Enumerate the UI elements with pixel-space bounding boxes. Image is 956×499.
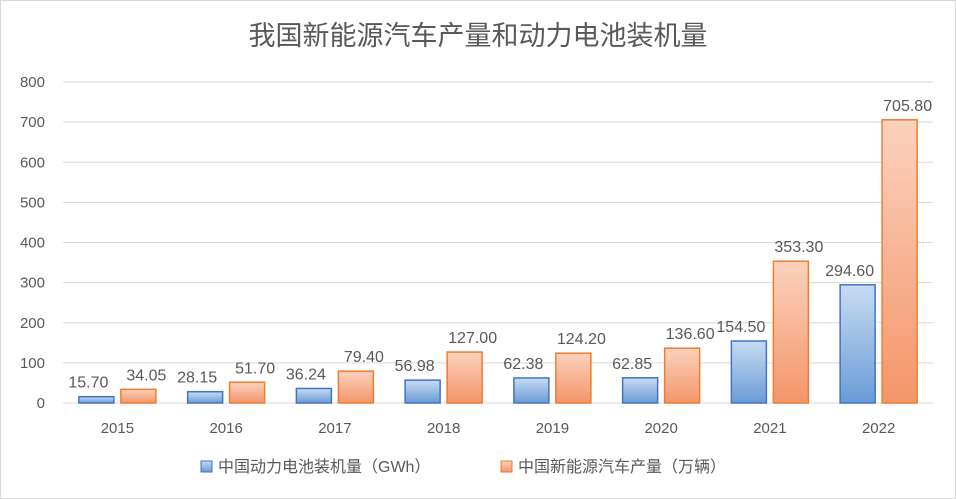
bar-2016-series-2 (228, 381, 266, 404)
legend-label-series-2: 中国新能源汽车产量（万辆） (518, 458, 726, 476)
data-label: 51.70 (235, 360, 275, 377)
bar-2015-series-1 (78, 395, 115, 404)
x-axis-tick-labels: 2015 2016 2017 2018 2019 2020 2021 2022 (101, 420, 896, 437)
legend-label-series-1: 中国动力电池装机量（GWh） (218, 458, 430, 476)
data-label: 56.98 (395, 358, 435, 375)
data-label: 705.80 (883, 98, 932, 115)
data-label: 79.40 (344, 349, 384, 366)
bar-2021-series-1 (730, 340, 768, 404)
y-tick-label: 100 (20, 355, 45, 372)
data-label: 127.00 (448, 330, 497, 347)
x-tick-label: 2019 (536, 420, 569, 437)
data-label: 294.60 (825, 263, 874, 280)
data-label: 62.85 (612, 356, 652, 373)
x-tick-label: 2015 (101, 420, 134, 437)
legend: 中国动力电池装机量（GWh） 中国新能源汽车产量（万辆） (200, 458, 726, 476)
y-tick-label: 200 (20, 315, 45, 332)
bars (78, 119, 918, 404)
x-tick-label: 2017 (318, 420, 351, 437)
data-label: 154.50 (716, 319, 765, 336)
data-label: 136.60 (666, 326, 715, 343)
x-tick-label: 2016 (209, 420, 242, 437)
data-labels: 15.70 34.05 28.15 51.70 36.24 79.40 56.98 127.0… (68, 98, 932, 392)
x-tick-label: 2018 (427, 420, 460, 437)
bar-2017-series-2 (337, 370, 375, 404)
bar-2016-series-1 (186, 390, 224, 404)
bar-2022-series-2 (881, 119, 918, 404)
data-label: 28.15 (177, 370, 217, 387)
y-tick-label: 800 (20, 74, 45, 91)
y-tick-label: 0 (37, 395, 45, 412)
bar-2018-series-1 (404, 379, 441, 404)
chart-title: 我国新能源汽车产量和动力电池装机量 (249, 21, 708, 51)
bar-2020-series-2 (663, 347, 701, 404)
x-tick-label: 2021 (753, 420, 786, 437)
y-axis-tick-labels: 0 100 200 300 400 500 600 700 800 (20, 74, 45, 412)
bar-2019-series-1 (513, 377, 550, 404)
bar-2021-series-2 (772, 260, 810, 404)
data-label: 15.70 (68, 375, 108, 392)
data-label: 353.30 (774, 239, 823, 256)
y-tick-label: 300 (20, 275, 45, 292)
bar-2017-series-1 (295, 387, 333, 404)
y-tick-label: 600 (20, 154, 45, 171)
y-tick-label: 500 (20, 194, 45, 211)
y-tick-label: 700 (20, 114, 45, 131)
y-tick-label: 400 (20, 235, 45, 252)
bar-2015-series-2 (120, 388, 157, 404)
legend-swatch-series-1 (200, 460, 213, 473)
legend-swatch-series-2 (500, 460, 513, 473)
data-label: 124.20 (557, 331, 606, 348)
data-label: 34.05 (126, 367, 166, 384)
bar-2022-series-1 (839, 284, 876, 404)
x-tick-label: 2022 (862, 420, 895, 437)
bar-2019-series-2 (555, 352, 592, 404)
data-label: 36.24 (286, 366, 326, 383)
gridlines (63, 81, 933, 404)
bar-2018-series-2 (446, 351, 483, 404)
bar-2020-series-1 (621, 377, 659, 404)
x-tick-label: 2020 (644, 420, 677, 437)
data-label: 62.38 (503, 356, 543, 373)
